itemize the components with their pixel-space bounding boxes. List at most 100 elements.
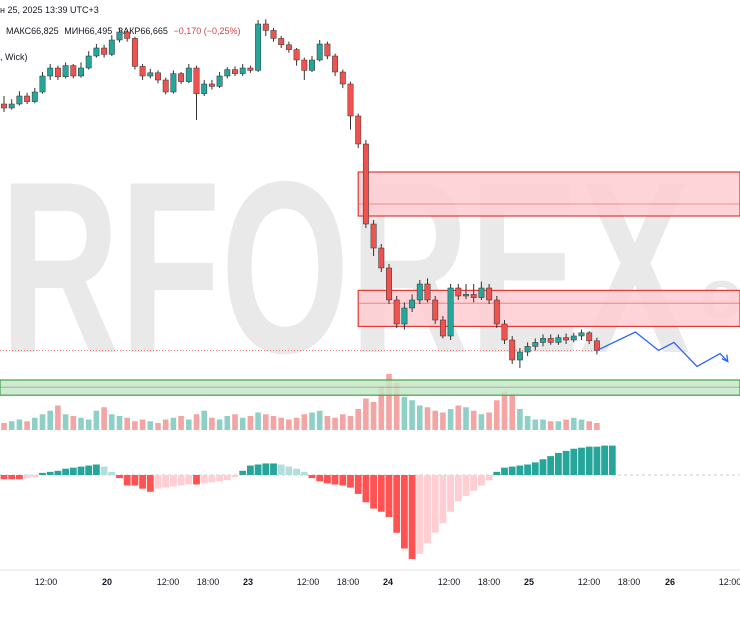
supply-zone	[357, 289, 740, 327]
candle-bear	[501, 323, 508, 341]
oscillator-bar	[31, 475, 39, 478]
volume-bar	[424, 407, 431, 430]
oscillator-bar	[562, 450, 570, 475]
candle-bull	[540, 338, 546, 343]
oscillator-bar	[431, 475, 439, 533]
volume-bar	[494, 400, 500, 430]
volume-bar	[178, 416, 184, 430]
candle-bear	[247, 67, 254, 71]
candle-bull	[8, 103, 15, 109]
oscillator-bar	[300, 471, 308, 475]
candle-bull	[570, 335, 577, 341]
volume-bar	[340, 414, 346, 430]
candle-bull	[85, 55, 92, 69]
volume-bar	[201, 410, 207, 430]
x-tick-label: 26	[665, 577, 675, 587]
candle-bull	[401, 307, 408, 325]
volume-bar	[24, 421, 30, 430]
oscillator-bar	[601, 445, 608, 475]
candle-bear	[424, 283, 431, 301]
volume-bar	[132, 421, 138, 430]
candle-bull	[108, 39, 115, 55]
candle-bear	[486, 287, 493, 301]
oscillator-bar	[439, 475, 447, 524]
oscillator-bar	[69, 467, 77, 475]
ohlc-line: МАКС66,825 МИН66,495 ЗАКР66,665 −0,170 (…	[6, 26, 241, 36]
candle-bear	[293, 49, 300, 61]
candle-bear	[547, 338, 554, 343]
oscillator-bar	[116, 475, 123, 479]
volume-bar	[370, 402, 377, 430]
volume-bar	[8, 421, 15, 430]
oscillator-bar	[239, 470, 247, 475]
volume-bar	[216, 419, 223, 430]
oscillator-bar	[93, 464, 100, 475]
oscillator-bar	[146, 475, 154, 492]
candle-bear	[563, 337, 570, 341]
low-value: 66,495	[84, 26, 113, 36]
oscillator-bar	[231, 475, 239, 478]
oscillator-bar	[285, 466, 293, 475]
oscillator-bar	[23, 475, 31, 479]
oscillator-bar	[216, 475, 223, 482]
candle-bear	[24, 95, 31, 102]
volume-bar	[563, 419, 569, 430]
volume-bar	[16, 419, 23, 430]
oscillator-bar	[270, 463, 277, 475]
candle-bull	[447, 287, 454, 337]
volume-bar	[47, 410, 53, 430]
volume-bar	[139, 419, 146, 430]
volume-bar	[286, 419, 292, 430]
candle-bear	[139, 66, 146, 77]
oscillator-bar	[608, 445, 616, 475]
oscillator-bar	[354, 475, 362, 494]
volume-bar	[232, 414, 238, 430]
volume-bar	[301, 414, 308, 430]
watermark-text: RFOREX	[0, 130, 690, 404]
candle-bull	[62, 65, 69, 78]
x-tick-label: 12:00	[719, 577, 740, 587]
candle-bear	[355, 115, 362, 145]
volume-bar	[209, 417, 215, 430]
oscillator-bar	[539, 459, 547, 475]
volume-bar	[239, 417, 246, 430]
oscillator-bar	[524, 464, 531, 475]
candle-bear	[162, 79, 169, 93]
oscillator-bar	[570, 448, 578, 475]
candle-bear	[301, 59, 308, 71]
header-date: н 25, 2025 13:39 UTC+3	[0, 5, 99, 15]
candle-bull	[578, 332, 585, 337]
volume-bar	[70, 416, 77, 430]
oscillator-bar	[200, 475, 208, 484]
candle-bull	[147, 72, 154, 77]
x-tick-label: 18:00	[337, 577, 360, 587]
volume-bar	[332, 417, 338, 430]
x-tick-label: 23	[243, 577, 253, 587]
candle-bull	[478, 287, 485, 298]
volume-bar	[93, 410, 100, 430]
oscillator-bar	[262, 463, 270, 475]
candle-bull	[409, 299, 416, 309]
close-value: 66,665	[140, 26, 168, 36]
volume-bar	[101, 407, 107, 430]
oscillator-bar	[531, 462, 539, 475]
volume-bar	[555, 421, 562, 430]
volume-bar	[432, 410, 438, 430]
candle-bull	[116, 31, 123, 41]
candle-bull	[170, 73, 177, 93]
candle-bull	[532, 342, 539, 347]
oscillator-bar	[177, 475, 185, 486]
volume-bar	[193, 414, 200, 430]
oscillator-bar	[447, 475, 454, 512]
volume-bar	[170, 417, 177, 430]
projection-arrowhead	[721, 354, 729, 363]
volume-bar	[270, 416, 277, 430]
volume-bar	[186, 419, 192, 430]
oscillator-bar	[100, 466, 108, 475]
oscillator-bar	[316, 475, 324, 482]
oscillator-bar	[508, 466, 516, 475]
candle-bear	[370, 223, 377, 249]
volume-bar	[124, 417, 130, 430]
oscillator-bar	[123, 475, 131, 486]
